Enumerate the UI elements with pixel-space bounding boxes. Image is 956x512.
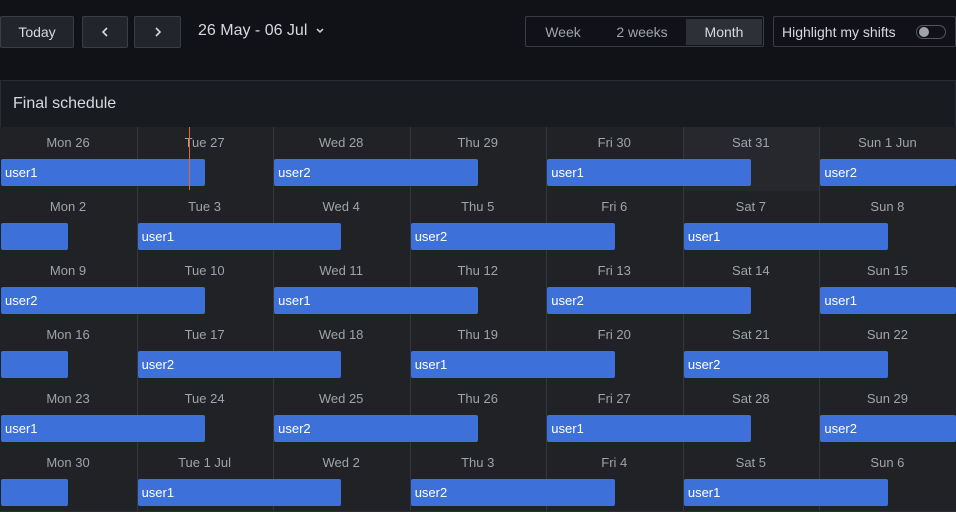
view-month[interactable]: Month [686,19,762,45]
day-label: Sun 6 [870,455,905,470]
highlight-toggle-box: Highlight my shifts [773,16,956,47]
shift-continuation [1,223,68,250]
shift-bar: user2 [820,159,956,186]
chevron-right [154,27,161,37]
view-week[interactable]: Week [545,24,581,40]
day-label: Fri 13 [597,263,631,278]
shift-bar: user1 [1,415,205,442]
day-label: Fri 30 [597,135,631,150]
day-column [546,127,683,511]
calendar-grid: Mon 26 Tue 27 Wed 28 Thu 29 Fri 30 Sat 31 Sun … [0,127,956,512]
day-label: Tue 3 [188,199,221,214]
shift-bar: user1 [1,159,205,186]
day-column [273,127,410,511]
day-label: Sat 31 [732,135,770,150]
shift-bar: user2 [683,351,888,378]
shift-bar: user2 [410,479,615,506]
panel-title: Final schedule [13,95,117,112]
day-label: Thu 29 [457,135,498,150]
next-button[interactable] [134,16,181,48]
day-label: Sun 1 Jun [858,135,917,150]
day-label: Fri 6 [601,199,628,214]
day-label: Wed 4 [322,199,360,214]
shift-bar: user2 [1,287,205,314]
day-label: Tue 24 [184,391,225,406]
day-label: Fri 4 [601,455,628,470]
day-label: Mon 2 [49,199,87,214]
day-column [136,127,274,511]
day-label: Sat 7 [735,199,767,214]
day-label: Wed 18 [318,327,364,342]
shift-bar: user1 [137,479,342,506]
shift-bar: user1 [547,159,752,186]
day-label: Sun 15 [866,263,909,278]
day-label: Fri 27 [597,391,631,406]
day-label: Thu 5 [461,199,495,214]
switch-knob [919,27,929,37]
day-column [0,127,137,511]
day-label: Sun 8 [870,199,905,214]
day-column [819,127,956,511]
view-2-weeks[interactable]: 2 weeks [616,24,668,40]
day-label: Wed 2 [322,455,360,470]
shift-bar: user1 [820,287,956,314]
day-label: Wed 11 [319,263,363,278]
day-label: Tue 17 [184,327,225,342]
shift-bar: user1 [410,351,615,378]
day-label: Thu 26 [457,391,498,406]
day-label: Mon 23 [46,391,90,406]
shift-bar: user2 [547,287,752,314]
prev-button[interactable] [82,16,128,48]
shift-continuation [1,351,68,378]
highlight-label: Highlight my shifts [782,24,896,40]
day-label: Thu 19 [457,327,498,342]
day-label: Fri 20 [597,327,631,342]
day-label: Mon 30 [46,455,90,470]
day-label: Tue 1 Jul [178,455,232,470]
current-time-line [189,127,190,190]
shift-continuation [1,479,68,506]
shift-bar: user2 [410,223,615,250]
day-label: Sat 5 [735,455,767,470]
date-range: 26 May - 06 Jul [198,22,308,39]
day-label: Sat 14 [732,263,770,278]
today-button[interactable]: Today [0,16,74,48]
day-label: Mon 16 [46,327,90,342]
shift-bar: user1 [683,223,888,250]
highlight-switch[interactable] [916,25,946,39]
day-label: Mon 26 [46,135,90,150]
caret-down [316,28,324,34]
day-label: Mon 9 [49,263,87,278]
day-label: Sat 28 [732,391,770,406]
day-label: Wed 25 [318,391,364,406]
day-label: Sun 22 [866,327,909,342]
day-label: Thu 12 [457,263,498,278]
shift-bar: user2 [274,159,478,186]
shift-bar: user1 [683,479,888,506]
shift-bar: user2 [820,415,956,442]
day-label: Thu 3 [461,455,495,470]
shift-bar: user1 [547,415,752,442]
day-label: Sun 29 [866,391,909,406]
date-range-picker[interactable]: 26 May - 06 Jul [198,22,325,40]
view-switch [525,16,764,47]
shift-bar: user2 [137,351,342,378]
day-label: Sat 21 [732,327,770,342]
shift-bar: user1 [137,223,342,250]
chevron-left [101,27,108,37]
day-column [409,127,547,511]
day-label: Tue 27 [184,135,225,150]
day-label: Wed 28 [318,135,364,150]
day-label: Tue 10 [184,263,225,278]
shift-bar: user1 [274,287,478,314]
shift-bar: user2 [274,415,478,442]
